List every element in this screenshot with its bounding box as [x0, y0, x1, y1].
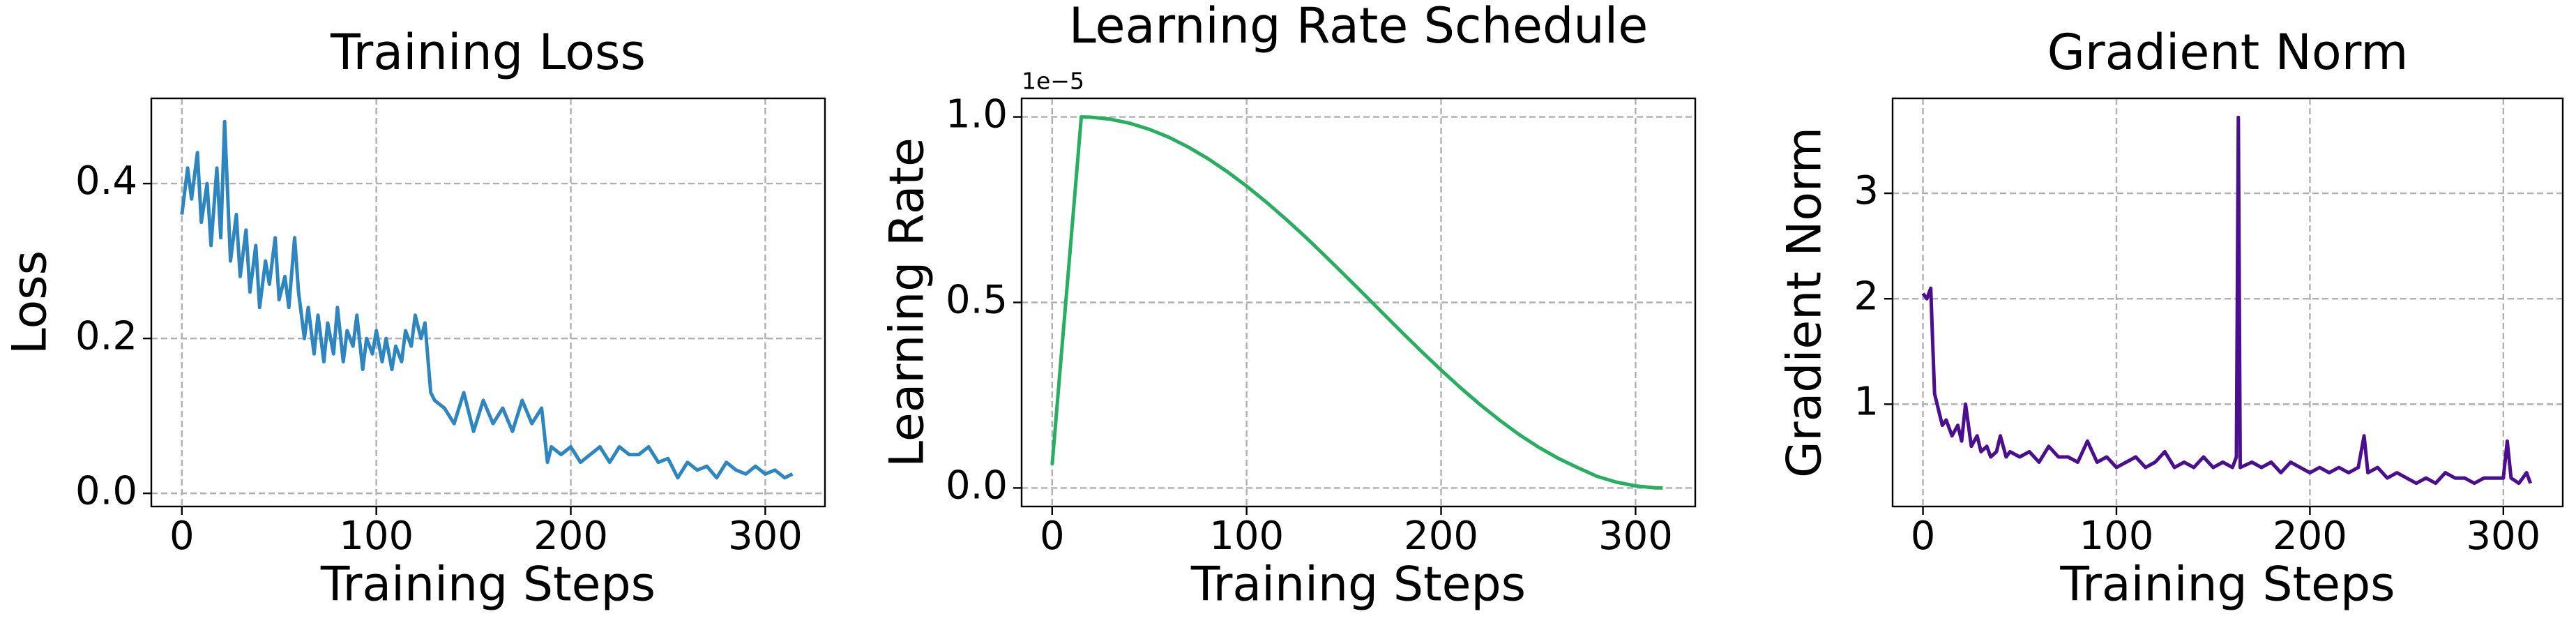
y-axis-label: Gradient Norm — [1778, 127, 1833, 478]
y-tick-label: 0.0 — [946, 463, 1008, 509]
x-tick-label: 200 — [533, 513, 608, 559]
x-tick-label: 200 — [2273, 513, 2347, 559]
axes-frame — [1020, 97, 1697, 508]
x-axis-label: Training Steps — [320, 557, 656, 613]
y-axis-label: Learning Rate — [880, 137, 935, 467]
y-tick-label: 1.0 — [946, 92, 1008, 137]
x-tick-label: 100 — [339, 513, 414, 559]
y-tick-label: 0.0 — [75, 468, 137, 513]
x-axis-label: Training Steps — [2059, 557, 2395, 613]
chart-title: Gradient Norm — [2047, 24, 2409, 81]
x-tick-label: 300 — [1598, 513, 1673, 559]
x-tick-label: 0 — [1911, 513, 1936, 559]
axes-frame — [150, 97, 826, 508]
x-tick-label: 300 — [728, 513, 803, 559]
chart-title: Training Loss — [330, 24, 646, 81]
y-tick-label: 3 — [1854, 168, 1879, 213]
y-tick-label: 0.2 — [75, 313, 137, 359]
x-axis-label: Training Steps — [1190, 557, 1526, 613]
x-tick-label: 100 — [2079, 513, 2154, 559]
x-tick-label: 0 — [1040, 513, 1065, 559]
x-tick-label: 100 — [1209, 513, 1284, 559]
x-tick-label: 200 — [1404, 513, 1478, 559]
y-tick-label: 1 — [1854, 380, 1879, 425]
axes-frame — [1891, 97, 2564, 508]
chart-title: Learning Rate Schedule — [1069, 0, 1649, 54]
y-tick-label: 2 — [1854, 273, 1879, 319]
y-tick-label: 0.4 — [75, 158, 137, 204]
data-line — [1921, 115, 2533, 486]
y-tick-label: 0.5 — [946, 278, 1008, 323]
x-tick-label: 300 — [2466, 513, 2540, 559]
y-axis-label: Loss — [3, 250, 58, 354]
data-line — [180, 119, 794, 480]
data-line — [1050, 115, 1663, 490]
offset-label: 1e−5 — [1022, 68, 1084, 95]
x-tick-label: 0 — [169, 513, 195, 559]
